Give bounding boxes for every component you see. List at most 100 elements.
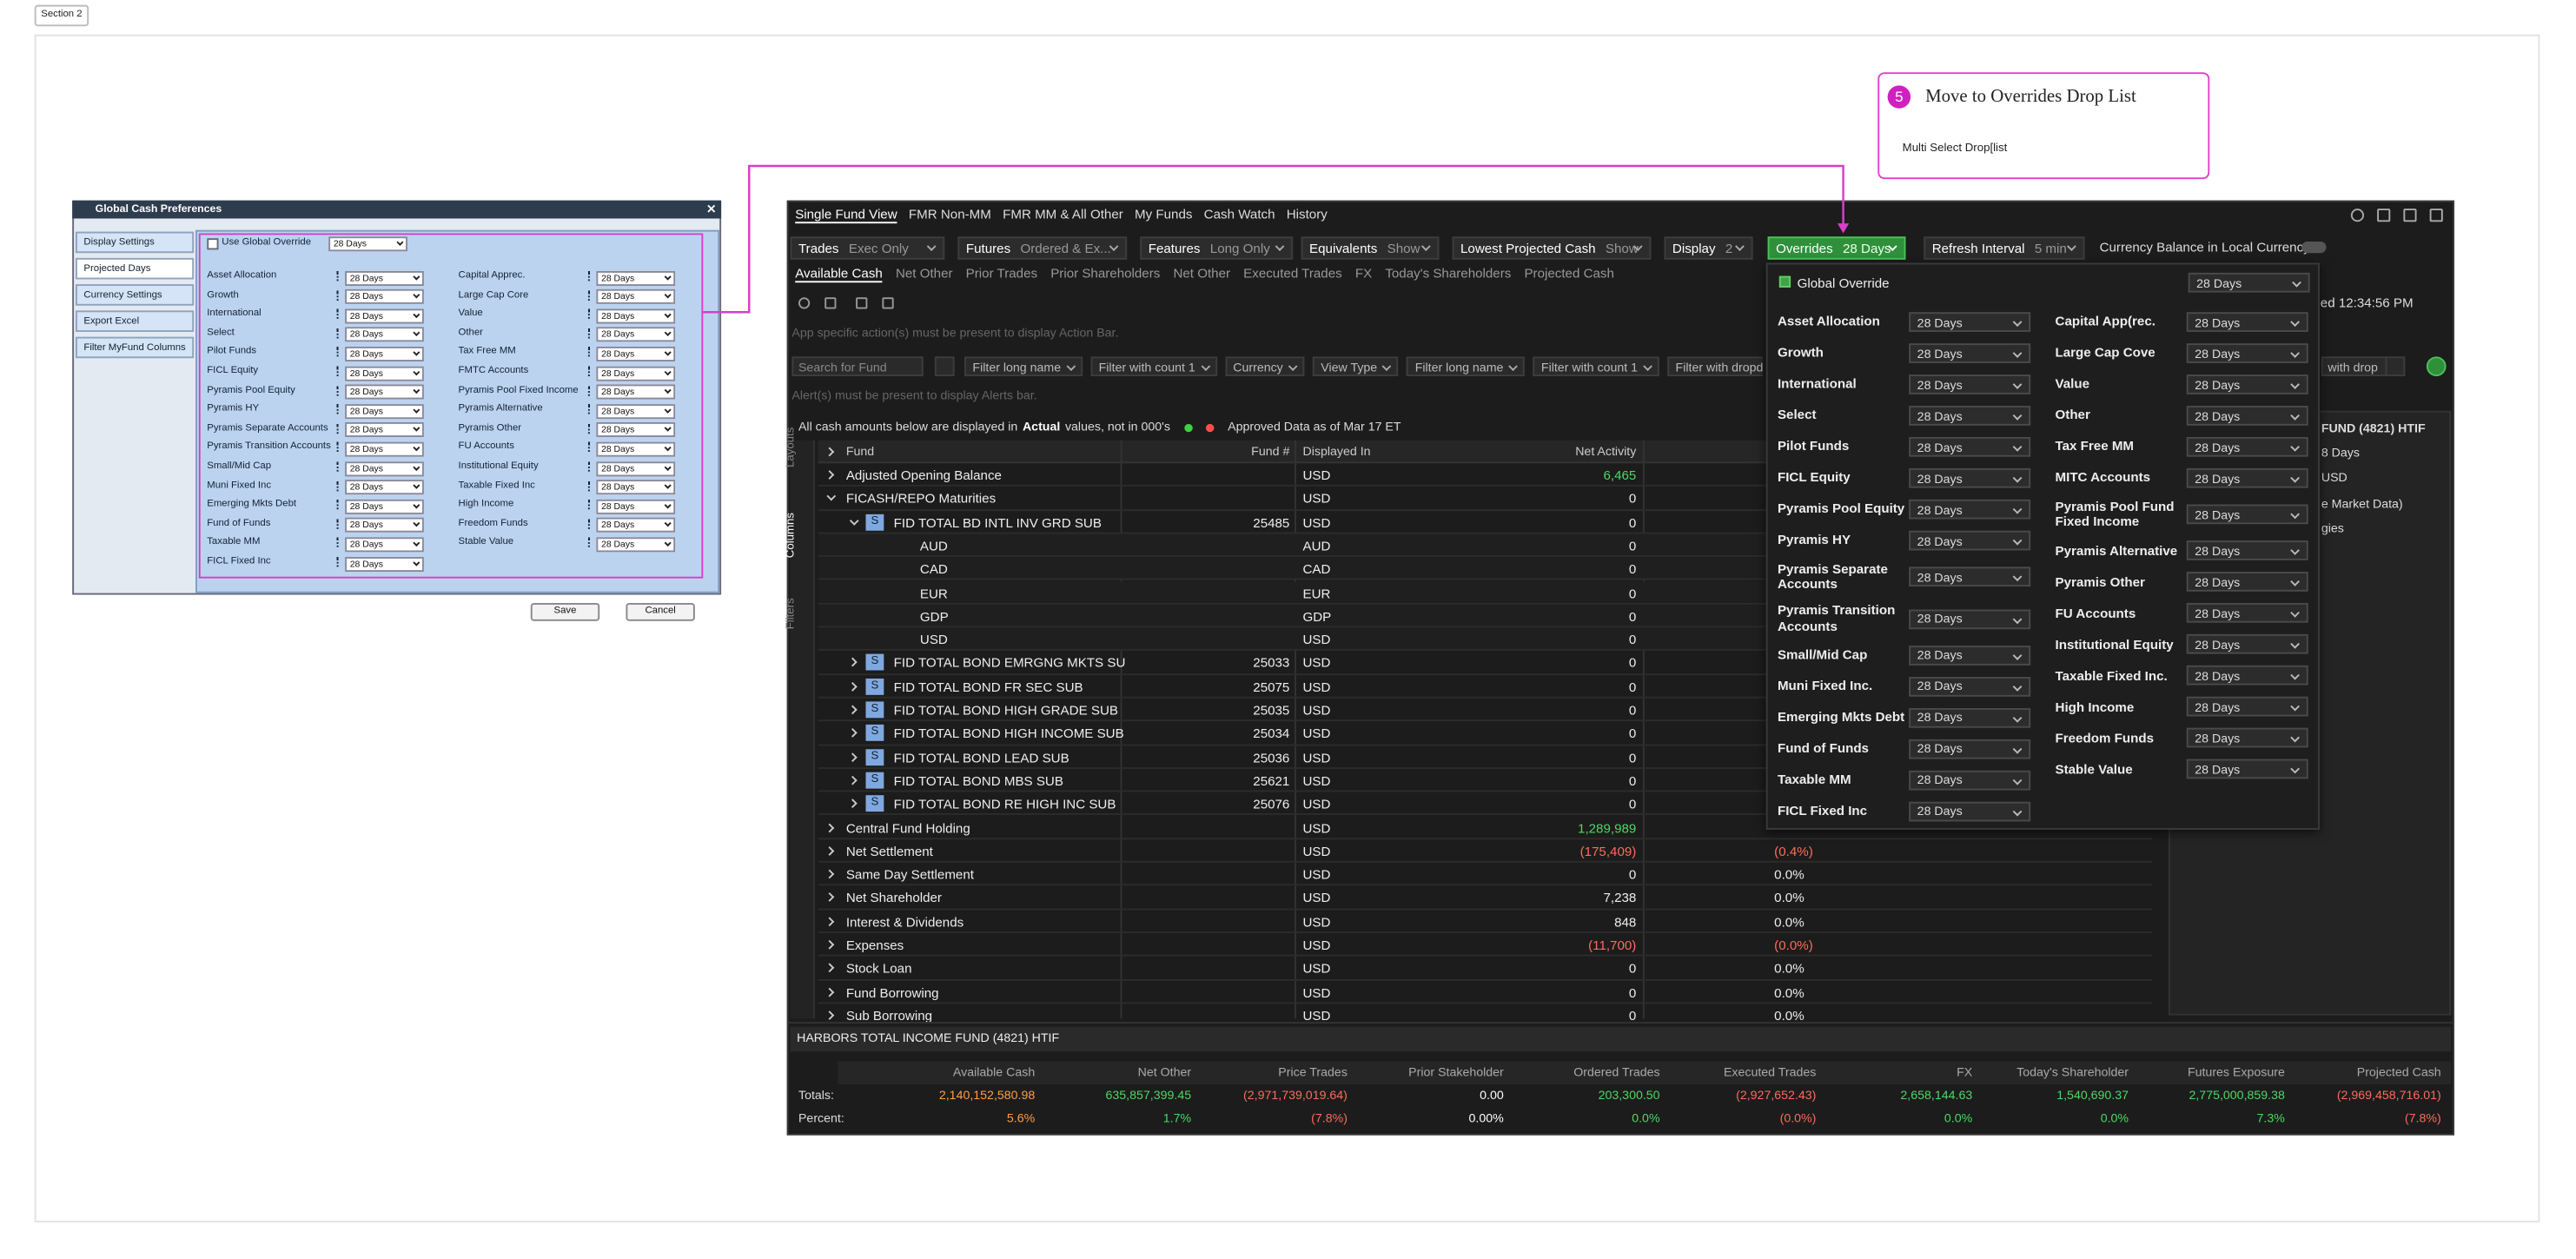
dropdown[interactable]: 28 Days bbox=[345, 556, 424, 572]
expander[interactable] bbox=[821, 933, 841, 956]
filter-chip[interactable]: Filter with count 1 bbox=[1090, 356, 1217, 377]
subtab[interactable]: Net Other bbox=[895, 266, 953, 282]
filter-chip[interactable]: Filter with count 1 bbox=[1533, 356, 1659, 377]
toolbar-dropdown[interactable]: Refresh Interval 5 min bbox=[1924, 236, 2085, 260]
action-icon[interactable] bbox=[824, 297, 837, 309]
filter-chip[interactable]: Filter long name bbox=[964, 356, 1083, 377]
nav-item[interactable]: Projected Days bbox=[75, 257, 195, 280]
expander[interactable] bbox=[844, 510, 864, 533]
dropdown[interactable]: 28 Days bbox=[345, 461, 424, 476]
dropdown[interactable]: 28 Days bbox=[2186, 759, 2308, 779]
toolbar-dropdown[interactable]: Lowest Projected Cash Show bbox=[1452, 236, 1652, 260]
dialog-close[interactable] bbox=[705, 201, 718, 219]
dropdown[interactable]: 28 Days bbox=[1909, 467, 2031, 488]
dropdown[interactable]: 28 Days bbox=[596, 288, 676, 304]
dropdown[interactable]: 28 Days bbox=[2186, 374, 2308, 394]
expander[interactable] bbox=[844, 745, 864, 768]
dropdown[interactable]: 28 Days bbox=[1909, 707, 2031, 728]
dropdown[interactable]: 28 Days bbox=[596, 327, 676, 342]
side-tab[interactable]: Columns bbox=[785, 512, 798, 559]
filter-chip[interactable]: Filter with dropdown bbox=[1667, 356, 1763, 377]
dropdown[interactable]: 28 Days bbox=[596, 461, 676, 476]
side-tab[interactable]: Layouts bbox=[785, 427, 798, 468]
expander[interactable] bbox=[821, 910, 841, 932]
dropdown[interactable]: 28 Days bbox=[1909, 343, 2031, 363]
dropdown[interactable]: 28 Days bbox=[345, 327, 424, 342]
dropdown[interactable]: 28 Days bbox=[596, 365, 676, 381]
dropdown[interactable]: 28 Days bbox=[2186, 728, 2308, 749]
dropdown[interactable]: 28 Days bbox=[2188, 272, 2310, 293]
tab[interactable]: FMR MM & All Other bbox=[1003, 207, 1123, 222]
dropdown[interactable]: 28 Days bbox=[1909, 374, 2031, 394]
expander[interactable] bbox=[844, 675, 864, 698]
filter-chip-tail[interactable]: with drop bbox=[2321, 356, 2387, 377]
checkbox-checked[interactable] bbox=[1778, 275, 1791, 288]
nav-item[interactable]: Display Settings bbox=[75, 231, 195, 254]
expander[interactable] bbox=[844, 722, 864, 745]
nav-item[interactable]: Export Excel bbox=[75, 310, 195, 332]
filter-chip[interactable]: Currency bbox=[1224, 356, 1305, 377]
expander[interactable] bbox=[844, 792, 864, 815]
dropdown[interactable]: 28 Days bbox=[596, 537, 676, 553]
dropdown[interactable]: 28 Days bbox=[596, 499, 676, 514]
toggle[interactable] bbox=[2301, 241, 2327, 254]
tab[interactable]: Single Fund View bbox=[795, 207, 897, 224]
expander[interactable] bbox=[821, 863, 841, 885]
dropdown[interactable]: 28 Days bbox=[596, 403, 676, 419]
scroll-left[interactable] bbox=[934, 356, 955, 377]
dropdown[interactable]: 28 Days bbox=[596, 422, 676, 438]
dropdown[interactable]: 28 Days bbox=[345, 480, 424, 495]
dropdown[interactable]: 28 Days bbox=[596, 308, 676, 323]
tab[interactable]: History bbox=[1286, 207, 1328, 222]
dropdown[interactable]: 28 Days bbox=[596, 518, 676, 533]
nav-item[interactable]: Filter MyFund Columns bbox=[75, 336, 195, 359]
expander[interactable] bbox=[821, 886, 841, 909]
expander[interactable] bbox=[821, 839, 841, 862]
subtab[interactable]: Projected Cash bbox=[1524, 266, 1614, 282]
dropdown[interactable]: 28 Days bbox=[1909, 567, 2031, 587]
dropdown[interactable]: 28 Days bbox=[596, 480, 676, 495]
subtab[interactable]: Prior Trades bbox=[965, 266, 1038, 282]
dropdown[interactable]: 28 Days bbox=[1909, 436, 2031, 457]
tab[interactable]: My Funds bbox=[1135, 207, 1193, 222]
dropdown[interactable]: 28 Days bbox=[328, 236, 407, 252]
window-icon[interactable] bbox=[2377, 209, 2391, 222]
dropdown[interactable]: 28 Days bbox=[345, 346, 424, 361]
dropdown[interactable]: 28 Days bbox=[596, 384, 676, 400]
dropdown[interactable]: 28 Days bbox=[2186, 436, 2308, 457]
search-box[interactable]: Search for Fund bbox=[791, 356, 924, 377]
window-icon[interactable] bbox=[2403, 209, 2417, 222]
dropdown[interactable]: 28 Days bbox=[345, 384, 424, 400]
dropdown[interactable]: 28 Days bbox=[596, 346, 676, 361]
action-icon[interactable] bbox=[882, 297, 894, 309]
dropdown[interactable]: 28 Days bbox=[1909, 801, 2031, 821]
expander[interactable] bbox=[844, 699, 864, 721]
toolbar-dropdown[interactable]: Futures Ordered & Ex... bbox=[957, 236, 1128, 260]
dropdown[interactable]: 28 Days bbox=[345, 270, 424, 286]
dropdown[interactable]: 28 Days bbox=[345, 288, 424, 304]
dropdown[interactable]: 28 Days bbox=[2186, 572, 2308, 593]
dropdown[interactable]: 28 Days bbox=[345, 422, 424, 438]
filter-chip[interactable]: View Type bbox=[1312, 356, 1399, 377]
dropdown[interactable]: 28 Days bbox=[1909, 770, 2031, 791]
dropdown[interactable]: 28 Days bbox=[1909, 645, 2031, 666]
expander[interactable] bbox=[821, 980, 841, 1003]
header-chevron-cell[interactable] bbox=[821, 441, 841, 463]
subtab[interactable]: Today's Shareholders bbox=[1385, 266, 1512, 282]
scroll-right[interactable] bbox=[2385, 356, 2406, 377]
window-icon[interactable] bbox=[2350, 209, 2365, 222]
dropdown[interactable]: 28 Days bbox=[345, 441, 424, 457]
subtab[interactable]: Net Other bbox=[1173, 266, 1231, 282]
dropdown[interactable]: 28 Days bbox=[2186, 666, 2308, 686]
subtab[interactable]: Prior Shareholders bbox=[1050, 266, 1161, 282]
dropdown[interactable]: 28 Days bbox=[2186, 406, 2308, 426]
toolbar-dropdown[interactable]: Overrides 28 Days bbox=[1767, 236, 1906, 260]
side-tab[interactable]: Filters bbox=[785, 598, 798, 630]
dropdown[interactable]: 28 Days bbox=[1909, 406, 2031, 426]
subtab[interactable]: FX bbox=[1354, 266, 1373, 282]
toolbar-dropdown[interactable]: Display 2 bbox=[1664, 236, 1753, 260]
dropdown[interactable]: 28 Days bbox=[345, 499, 424, 514]
nav-item[interactable]: Currency Settings bbox=[75, 284, 195, 306]
dropdown[interactable]: 28 Days bbox=[2186, 312, 2308, 332]
dropdown[interactable]: 28 Days bbox=[1909, 608, 2031, 629]
